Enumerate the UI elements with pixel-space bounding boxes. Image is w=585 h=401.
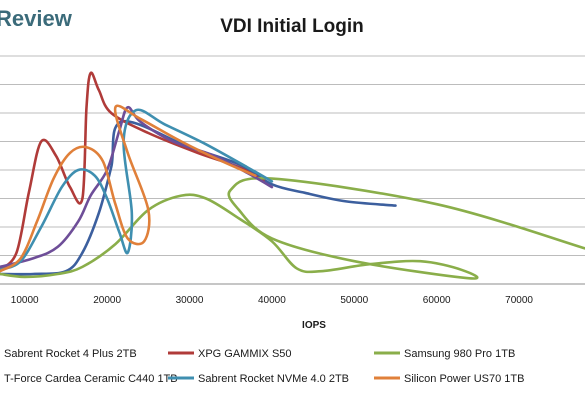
chart-title: VDI Initial Login — [220, 16, 364, 37]
legend: Sabrent Rocket 4 Plus 2TB XPG GAMMIX S50 S… — [4, 348, 524, 385]
grid-lines — [0, 55, 585, 285]
legend-label: T-Force Cardea Ceramic C440 1TB — [4, 373, 178, 385]
series-line-2 — [0, 71, 265, 272]
x-axis-title: IOPS — [302, 320, 326, 331]
x-tick-label: 30000 — [176, 295, 204, 306]
legend-label: Samsung 980 Pro 1TB — [404, 348, 515, 360]
x-tick-label: 40000 — [258, 295, 286, 306]
series-lines — [0, 71, 585, 280]
x-tick-label: 10000 — [11, 295, 39, 306]
series-line-1 — [0, 119, 397, 276]
legend-label: Sabrent Rocket NVMe 4.0 2TB — [198, 373, 349, 385]
x-tick-label: 70000 — [505, 295, 533, 306]
x-tick-label: 60000 — [423, 295, 451, 306]
series-line-5 — [0, 108, 274, 272]
series-line-6 — [0, 104, 257, 273]
series-line-3 — [0, 176, 585, 280]
legend-label: XPG GAMMIX S50 — [198, 348, 292, 360]
x-axis-ticks: 10000 20000 30000 40000 50000 60000 70000 — [11, 295, 534, 306]
x-tick-label: 50000 — [340, 295, 368, 306]
x-tick-label: 20000 — [93, 295, 121, 306]
legend-label: Silicon Power US70 1TB — [404, 373, 524, 385]
brand-logo-text: Review — [0, 6, 73, 31]
legend-label: Sabrent Rocket 4 Plus 2TB — [4, 348, 137, 360]
